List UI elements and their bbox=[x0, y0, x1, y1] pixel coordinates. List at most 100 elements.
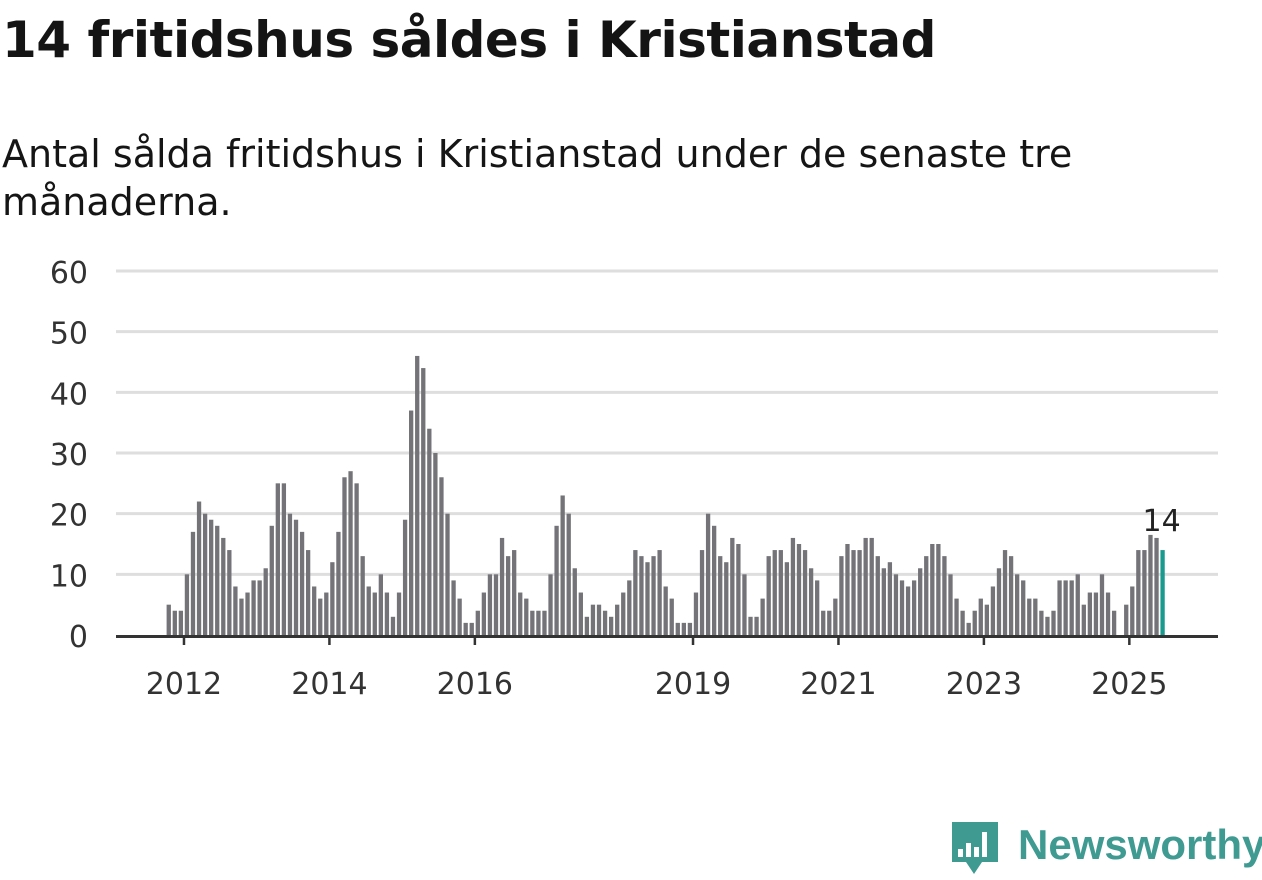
bar bbox=[1136, 550, 1141, 635]
bar bbox=[978, 598, 983, 635]
bar bbox=[372, 592, 377, 635]
bar bbox=[348, 471, 353, 635]
bar bbox=[1033, 598, 1038, 635]
bar bbox=[596, 604, 602, 635]
bar bbox=[542, 610, 547, 635]
bar bbox=[1021, 580, 1026, 635]
bar bbox=[1027, 598, 1032, 635]
bar bbox=[257, 580, 262, 635]
bar bbox=[869, 537, 874, 635]
bar bbox=[560, 495, 565, 635]
bar bbox=[1087, 592, 1093, 635]
bar bbox=[821, 610, 826, 635]
bar bbox=[627, 580, 632, 635]
bar bbox=[1002, 550, 1008, 635]
x-axis-ticks: 2012 2014 2016 2019 2021 2023 2025 bbox=[146, 635, 1168, 700]
bar bbox=[196, 501, 202, 635]
newsworthy-logo: Newsworthy bbox=[948, 818, 1262, 880]
bar bbox=[887, 562, 893, 635]
bar bbox=[281, 483, 287, 635]
bar bbox=[966, 622, 971, 635]
bar bbox=[633, 550, 638, 635]
bar bbox=[857, 550, 862, 635]
bar bbox=[433, 453, 438, 635]
bar bbox=[875, 556, 880, 635]
bar bbox=[287, 513, 293, 635]
bar bbox=[360, 556, 365, 635]
bar bbox=[742, 574, 747, 635]
x-tick-label: 2012 bbox=[146, 667, 222, 700]
bar bbox=[808, 568, 814, 635]
chart-title: 14 fritidshus såldes i Kristianstad bbox=[2, 11, 936, 69]
bar bbox=[202, 513, 208, 635]
y-tick-label: 50 bbox=[50, 317, 88, 352]
bar bbox=[863, 537, 868, 635]
bar bbox=[415, 355, 420, 635]
bars bbox=[166, 355, 1165, 635]
bar bbox=[402, 519, 408, 635]
bar bbox=[293, 519, 299, 635]
bar bbox=[1130, 586, 1135, 635]
bar bbox=[645, 562, 650, 635]
bar bbox=[639, 556, 644, 635]
newsworthy-logo-text: Newsworthy bbox=[1018, 821, 1262, 868]
bar bbox=[748, 616, 753, 635]
bar bbox=[481, 592, 487, 635]
bar bbox=[269, 525, 274, 635]
bar bbox=[475, 610, 480, 635]
chart-subtitle: Antal sålda fritidshus i Kristianstad un… bbox=[2, 132, 1073, 224]
bar bbox=[251, 580, 256, 635]
bar bbox=[275, 483, 280, 635]
bar bbox=[584, 616, 590, 635]
bar bbox=[657, 550, 662, 635]
bar bbox=[366, 586, 371, 635]
bar bbox=[590, 604, 596, 635]
bar bbox=[718, 556, 723, 635]
bar bbox=[166, 604, 171, 635]
bar bbox=[536, 610, 541, 635]
bar bbox=[1148, 534, 1153, 635]
bar bbox=[530, 610, 535, 635]
bar bbox=[1093, 592, 1099, 635]
bar bbox=[724, 562, 729, 635]
bar bbox=[802, 550, 808, 635]
bar bbox=[469, 622, 474, 635]
bar bbox=[245, 592, 250, 635]
bar bbox=[615, 604, 620, 635]
bar bbox=[845, 544, 850, 635]
bar bbox=[608, 616, 614, 635]
highlight-value-label: 14 bbox=[1142, 504, 1180, 539]
bar bbox=[421, 368, 426, 635]
bar bbox=[324, 592, 329, 635]
bar bbox=[1051, 610, 1056, 635]
bar bbox=[215, 525, 220, 635]
newsworthy-logo-icon bbox=[952, 822, 998, 874]
bar bbox=[451, 580, 456, 635]
bar bbox=[463, 622, 468, 635]
bar bbox=[815, 580, 820, 635]
bar bbox=[457, 598, 462, 635]
bar bbox=[1045, 616, 1050, 635]
bar bbox=[851, 550, 856, 635]
bar bbox=[239, 598, 244, 635]
bar bbox=[972, 610, 977, 635]
y-tick-label: 0 bbox=[69, 620, 88, 655]
bar bbox=[390, 616, 396, 635]
bar bbox=[512, 550, 517, 635]
bar bbox=[918, 568, 923, 635]
bar bbox=[760, 598, 765, 635]
bar bbox=[990, 586, 996, 635]
bar bbox=[493, 574, 499, 635]
bar bbox=[1154, 537, 1159, 635]
bar bbox=[312, 586, 317, 635]
bar bbox=[712, 525, 717, 635]
bar bbox=[790, 537, 796, 635]
y-axis-ticks: 0 10 20 30 40 50 60 bbox=[50, 256, 88, 655]
bar bbox=[548, 574, 553, 635]
x-tick-label: 2016 bbox=[437, 667, 513, 700]
bar bbox=[784, 562, 790, 635]
bar bbox=[172, 610, 177, 635]
bar bbox=[833, 598, 838, 635]
bar bbox=[184, 574, 190, 635]
bar bbox=[663, 586, 668, 635]
